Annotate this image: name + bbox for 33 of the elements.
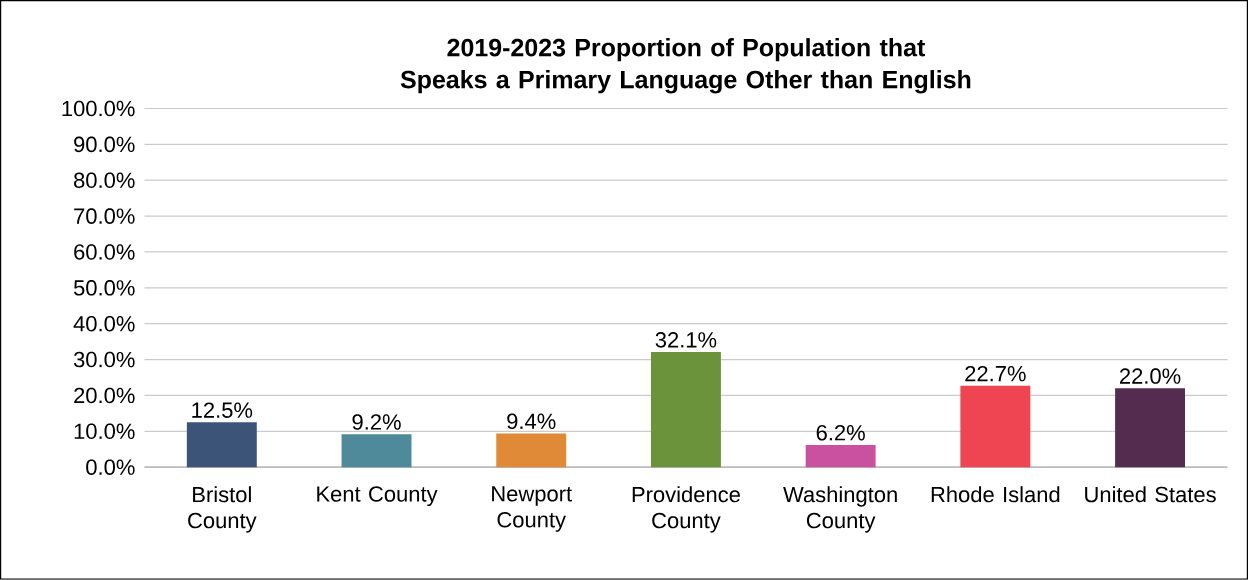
bar — [1115, 388, 1186, 468]
x-tick-label: Newport County — [492, 486, 572, 533]
bar — [341, 434, 412, 468]
x-tick-label: United States — [1085, 486, 1216, 503]
y-tick-label: 0.0% — [86, 459, 135, 476]
data-label: 6.2% — [816, 425, 865, 441]
y-tick-label: 40.0% — [73, 316, 135, 332]
bar — [496, 433, 567, 468]
y-tick-label: 50.0% — [73, 280, 135, 296]
chart-title: 2019-2023 Proportion of Population that Speaks a Primary Language Other than English — [400, 38, 971, 94]
x-tick-label: Bristol County — [188, 486, 257, 533]
data-label: 22.7% — [965, 366, 1026, 382]
y-tick-label: 80.0% — [74, 172, 135, 189]
data-label: 22.0% — [1119, 368, 1181, 385]
x-tick-label: Kent County — [317, 486, 438, 507]
y-tick-label: 60.0% — [74, 244, 135, 260]
x-tick-label: Washington County — [783, 486, 897, 533]
y-tick-label: 30.0% — [73, 351, 135, 368]
bar — [805, 445, 876, 468]
data-label: 12.5% — [192, 402, 253, 419]
y-tick-label: 90.0% — [74, 136, 135, 153]
x-tick-label: Rhode Island — [931, 486, 1060, 503]
data-label: 9.4% — [507, 413, 556, 430]
y-tick-label: 100.0% — [62, 100, 135, 117]
bar — [650, 352, 721, 468]
y-tick-label: 70.0% — [74, 208, 135, 225]
y-tick-label: 20.0% — [74, 387, 135, 404]
data-label: 9.2% — [352, 414, 401, 430]
y-tick-label: 10.0% — [74, 423, 135, 440]
bar — [960, 385, 1031, 468]
x-tick-label: Providence County — [632, 486, 740, 533]
data-label: 32.1% — [655, 332, 717, 348]
bar — [186, 422, 257, 468]
